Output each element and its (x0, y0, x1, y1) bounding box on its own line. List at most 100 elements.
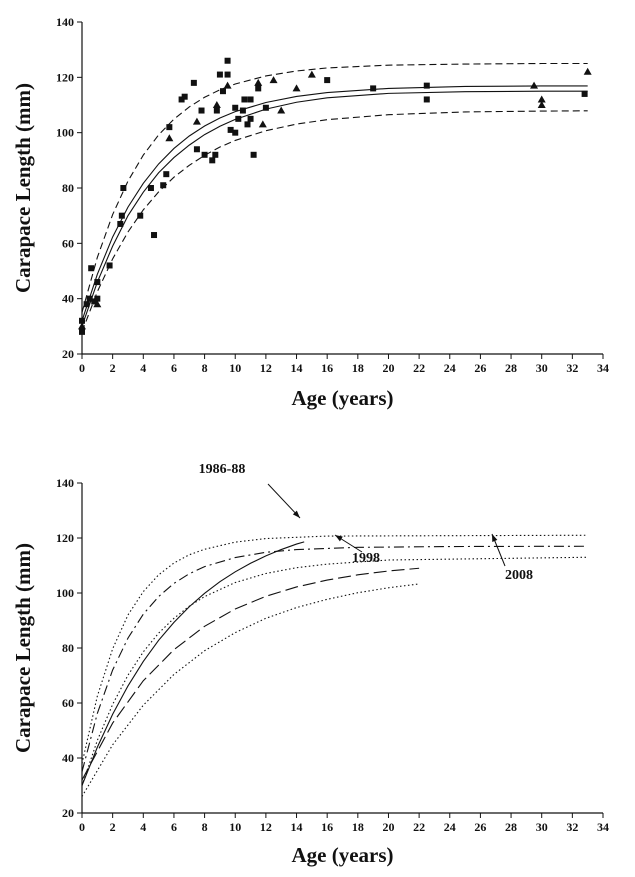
square-point (232, 104, 239, 111)
curve (81, 90, 588, 327)
x-tick-label: 32 (566, 361, 578, 375)
y-axis-label: Carapace Length (mm) (11, 83, 35, 293)
square-point (181, 93, 188, 100)
x-tick-label: 4 (140, 361, 146, 375)
y-tick-label: 120 (56, 70, 74, 84)
square-point (198, 107, 205, 114)
x-tick-label: 0 (79, 361, 85, 375)
x-tick-label: 26 (474, 361, 486, 375)
curve (81, 85, 588, 321)
curve (81, 62, 588, 313)
square-point (324, 77, 331, 84)
square-point (94, 295, 101, 302)
square-point (581, 90, 588, 97)
square-point (160, 182, 167, 189)
curve (81, 556, 588, 786)
square-point (209, 157, 216, 164)
x-axis-label: Age (years) (291, 843, 393, 867)
triangle-point (93, 300, 102, 308)
curve (81, 567, 420, 781)
square-point (178, 96, 185, 103)
curve (81, 583, 420, 797)
x-tick-label: 20 (382, 361, 394, 375)
square-point (201, 151, 208, 158)
x-tick-label: 22 (413, 820, 425, 834)
x-tick-label: 24 (444, 361, 456, 375)
x-tick-label: 28 (505, 361, 517, 375)
y-tick-label: 120 (56, 531, 74, 545)
y-tick-label: 80 (62, 641, 74, 655)
square-point (423, 96, 430, 103)
square-point (83, 301, 90, 308)
x-tick-label: 30 (536, 820, 548, 834)
square-point (247, 115, 254, 122)
triangle-point (307, 70, 316, 78)
square-point (190, 79, 197, 86)
square-point (118, 212, 125, 219)
square-point (423, 82, 430, 89)
x-tick-label: 32 (566, 820, 578, 834)
square-point (212, 151, 219, 158)
annotation-arrow (267, 483, 301, 519)
curve (81, 545, 588, 772)
y-tick-label: 60 (62, 236, 74, 250)
square-point (151, 232, 158, 239)
square-point (232, 129, 239, 136)
annotation: 2008 (505, 568, 533, 583)
square-point (247, 96, 254, 103)
square-point (166, 124, 173, 131)
x-tick-label: 30 (536, 361, 548, 375)
triangle-point (254, 78, 263, 86)
triangle-point (223, 81, 232, 89)
square-point (224, 71, 231, 78)
x-tick-label: 6 (171, 361, 177, 375)
x-tick-label: 4 (140, 820, 146, 834)
x-tick-label: 12 (260, 361, 272, 375)
x-tick-label: 0 (79, 820, 85, 834)
square-point (244, 121, 251, 128)
triangle-point (269, 76, 278, 84)
square-point (213, 107, 220, 114)
square-point (216, 71, 223, 78)
x-tick-label: 26 (474, 820, 486, 834)
x-tick-label: 16 (321, 820, 333, 834)
square-point (262, 104, 269, 111)
square-point (88, 265, 95, 272)
x-tick-label: 16 (321, 361, 333, 375)
x-tick-label: 6 (171, 820, 177, 834)
x-tick-label: 18 (352, 820, 364, 834)
square-point (193, 146, 200, 153)
y-axis-label: Carapace Length (mm) (11, 543, 35, 753)
triangle-point (165, 134, 174, 142)
curve (81, 541, 305, 786)
triangle-point (530, 81, 539, 89)
x-tick-label: 20 (382, 820, 394, 834)
x-tick-label: 34 (597, 361, 609, 375)
annotation: 1998 (352, 551, 380, 566)
triangle-point (583, 67, 592, 75)
y-tick-label: 100 (56, 586, 74, 600)
x-tick-label: 12 (260, 820, 272, 834)
x-tick-label: 14 (291, 361, 303, 375)
y-tick-label: 60 (62, 696, 74, 710)
triangle-point (292, 84, 301, 92)
square-point (250, 151, 257, 158)
square-point (224, 57, 231, 64)
square-point (219, 88, 226, 95)
x-tick-label: 18 (352, 361, 364, 375)
square-point (91, 298, 98, 305)
triangle-point (212, 101, 221, 108)
annotation: 1986-88 (199, 462, 246, 477)
square-point (137, 212, 144, 219)
square-point (147, 185, 154, 191)
triangle-point (537, 101, 546, 108)
x-tick-label: 8 (202, 820, 208, 834)
square-point (255, 85, 262, 92)
arrow-head (292, 510, 300, 518)
square-point (163, 171, 170, 178)
x-tick-label: 2 (110, 361, 116, 375)
y-tick-label: 20 (62, 347, 74, 361)
y-tick-label: 100 (56, 126, 74, 140)
